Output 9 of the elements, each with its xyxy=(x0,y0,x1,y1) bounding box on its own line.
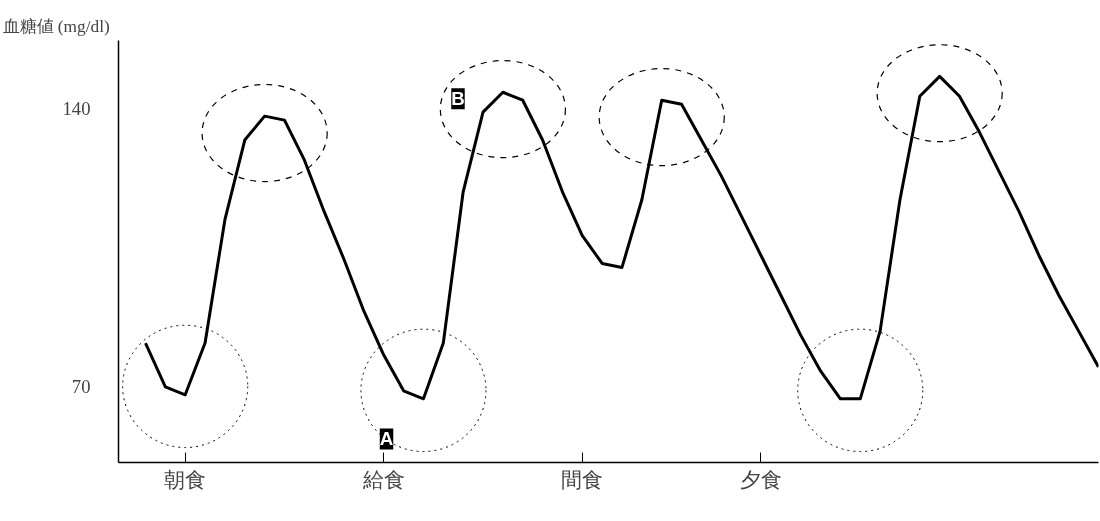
x-tick-label: 間食 xyxy=(561,467,604,492)
x-tick-label: 朝食 xyxy=(164,467,207,492)
x-tick-label: 夕食 xyxy=(739,467,782,492)
annotation: B xyxy=(451,88,465,110)
annotation: A xyxy=(379,428,394,450)
y-tick-label: 70 xyxy=(71,376,91,398)
y-tick-label: 140 xyxy=(62,97,91,119)
x-tick-label: 給食 xyxy=(361,467,405,492)
y-axis-title: 血糖値 (mg/dl) xyxy=(2,16,111,36)
